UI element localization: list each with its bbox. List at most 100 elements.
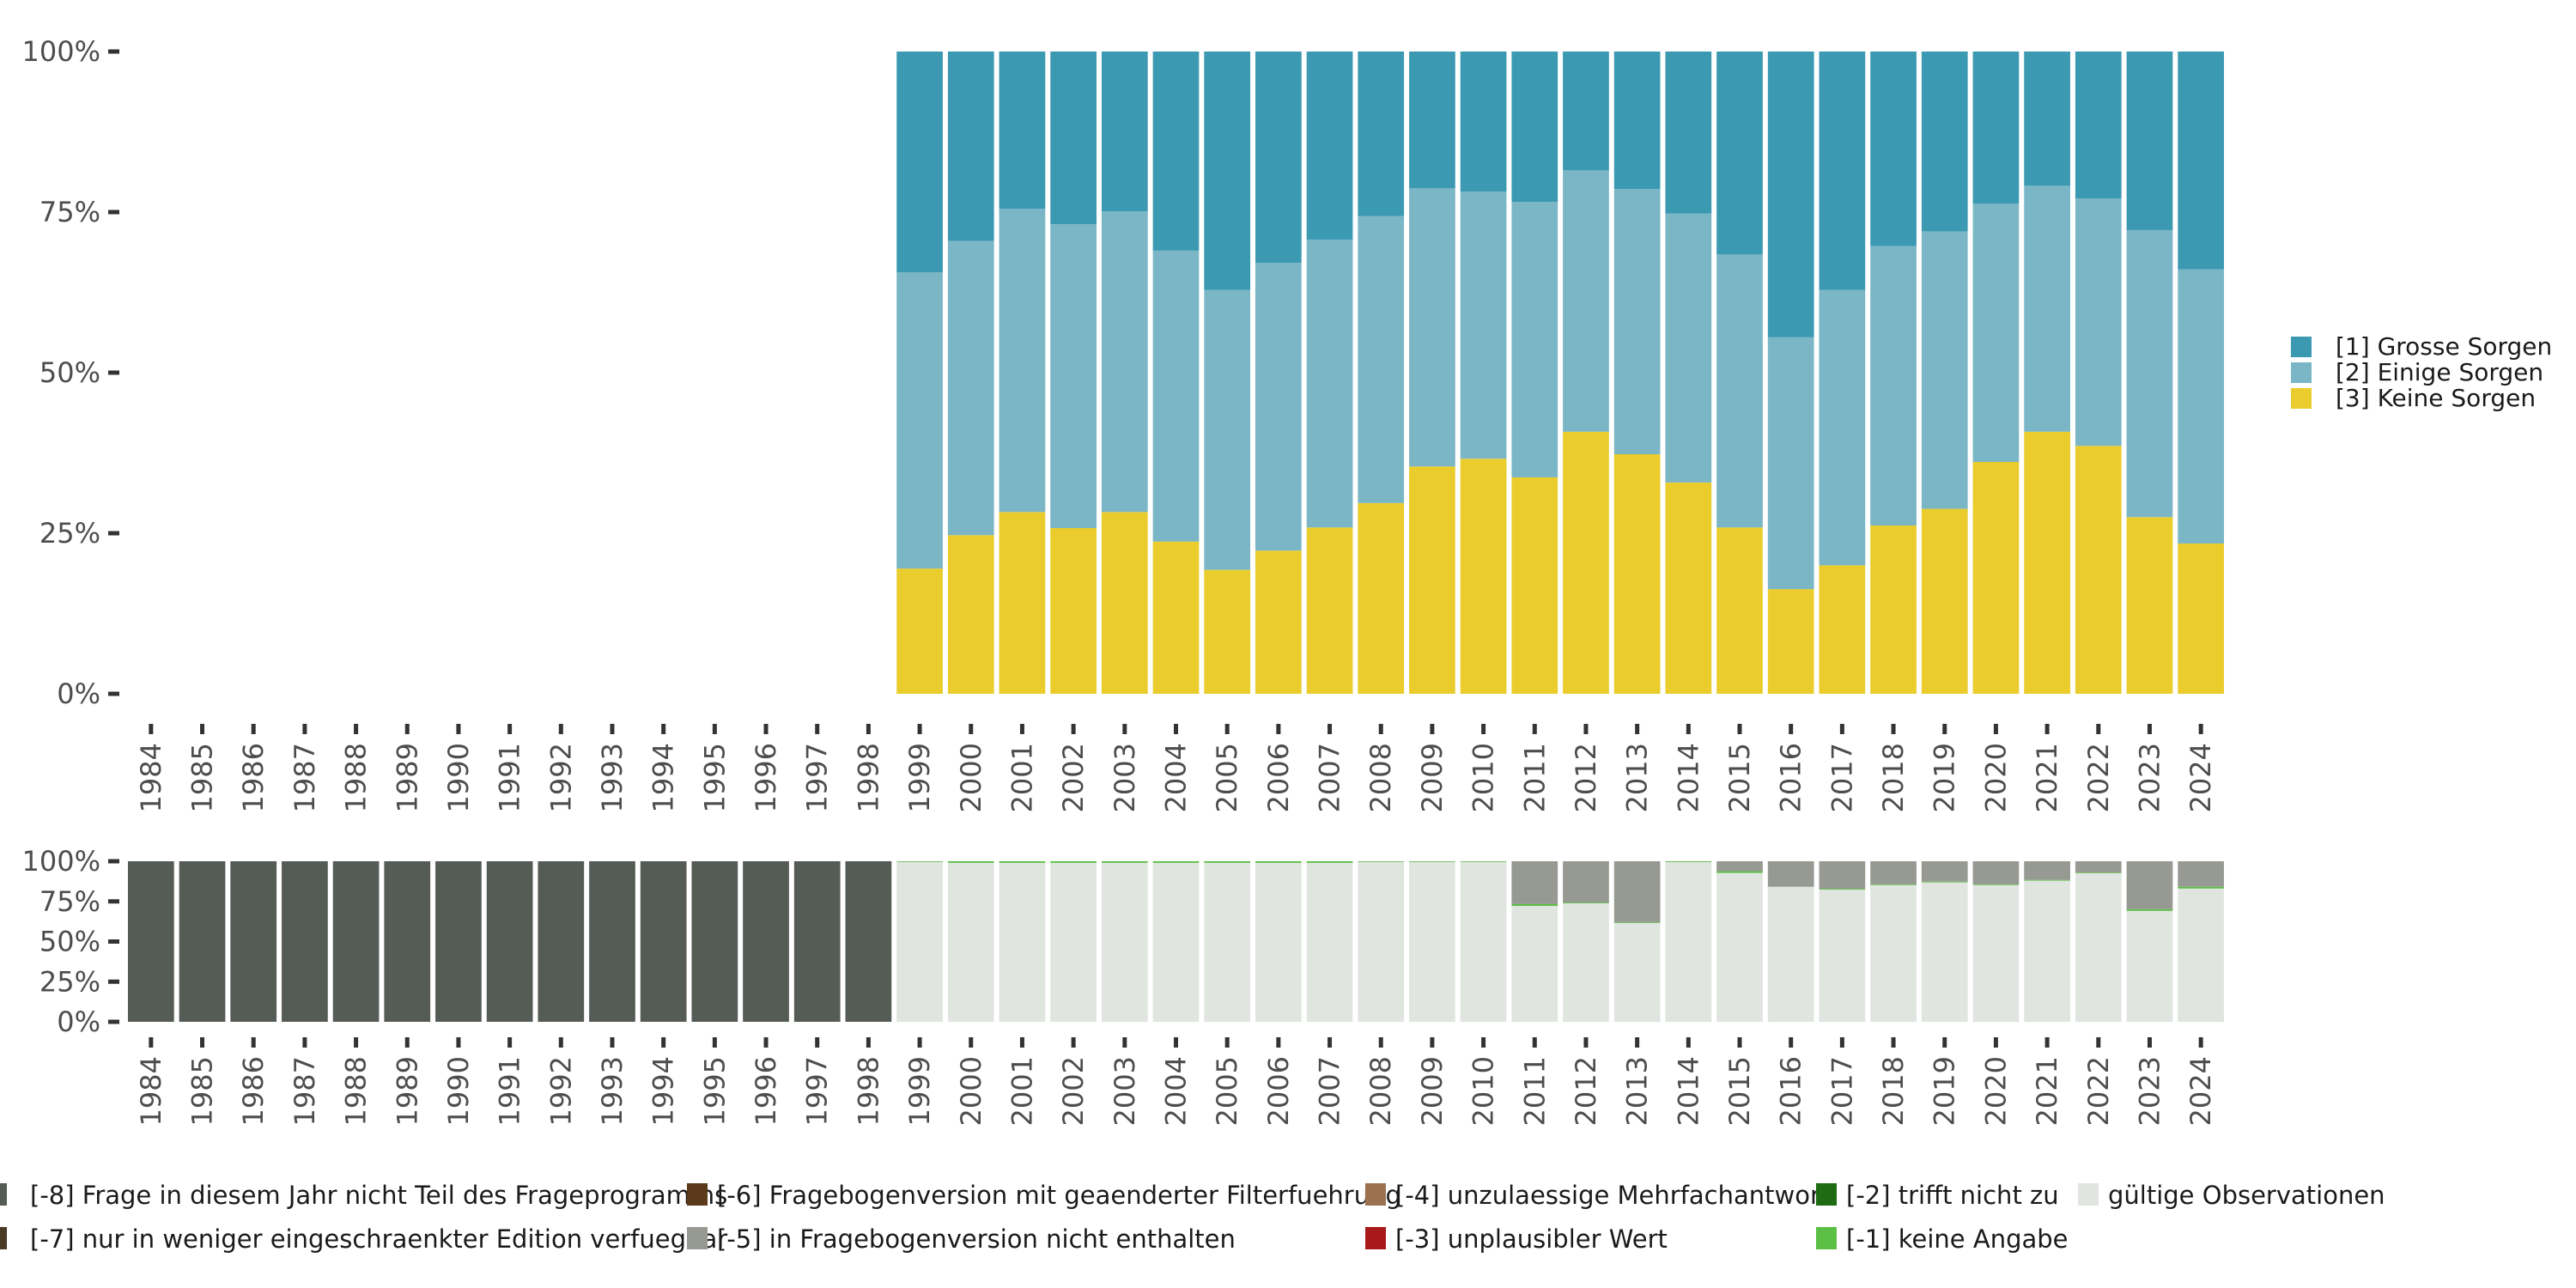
x-tick-label: 2020 — [1979, 1056, 2012, 1126]
x-tick-label: 2016 — [1775, 743, 1807, 812]
legend-label: [-1] keine Angabe — [1846, 1224, 2069, 1254]
x-tick-label: 1984 — [135, 743, 167, 812]
x-tick-label: 2005 — [1211, 743, 1243, 812]
bar-segment-1997-s3 — [793, 861, 841, 1022]
bar-segment-2006-s1 — [1255, 861, 1302, 863]
bar-segment-2015-s2 — [1716, 52, 1763, 255]
bar-segment-2008-s1 — [1358, 216, 1405, 503]
bar-segment-2023-s0 — [2126, 910, 2173, 1022]
bar-segment-2001-s2 — [999, 52, 1046, 210]
bar-segment-1985-s3 — [179, 861, 226, 1022]
legend-swatch — [2291, 388, 2312, 409]
bar-segment-2021-s0 — [2024, 880, 2070, 1022]
bar-segment-2006-s2 — [1255, 52, 1302, 264]
x-tick-label: 2000 — [955, 1056, 987, 1126]
bar-segment-2010-s0 — [1460, 459, 1507, 694]
x-tick-label: 2007 — [1314, 1056, 1346, 1126]
bar-segment-1999-s0 — [896, 861, 943, 1022]
x-tick-label: 2018 — [1877, 1056, 1910, 1126]
legend-label: [2] Einige Sorgen — [2336, 358, 2543, 386]
bar-segment-2002-s1 — [1050, 224, 1097, 529]
bar-segment-2004-s2 — [1152, 52, 1200, 251]
bottom-legend: [-8] Frage in diesem Jahr nicht Teil des… — [0, 1181, 2385, 1254]
bar-segment-2016-s0 — [1767, 886, 1814, 1022]
bar-segment-2009-s1 — [1409, 861, 1455, 862]
x-tick-label: 1994 — [647, 1056, 680, 1126]
bar-segment-2003-s0 — [1101, 512, 1148, 694]
bar-segment-1995-s3 — [691, 861, 738, 1022]
bar-segment-2020-s0 — [1972, 461, 2020, 694]
bar-segment-2012-s2 — [1563, 52, 1609, 171]
x-tick-label: 2007 — [1314, 743, 1346, 812]
x-tick-label: 1988 — [340, 743, 373, 812]
bar-segment-2002-s2 — [1050, 52, 1097, 225]
x-tick-label: 2013 — [1621, 743, 1654, 812]
bar-segment-2000-s0 — [947, 862, 994, 1022]
bar-segment-1986-s3 — [230, 861, 277, 1022]
bar-segment-2007-s0 — [1306, 527, 1353, 694]
bar-segment-2011-s1 — [1511, 903, 1558, 906]
bottom-x-axis: 1984 1985 1986 1987 1988 1989 1990 1991 1992 1993… — [135, 1037, 2217, 1126]
bar-segment-2014-s1 — [1665, 213, 1712, 483]
bar-segment-2004-s1 — [1152, 861, 1200, 863]
bar-segment-1996-s3 — [743, 861, 789, 1022]
bar-segment-2020-s1 — [1972, 884, 2020, 885]
bar-segment-2011-s0 — [1511, 905, 1558, 1022]
x-tick-label: 2020 — [1979, 743, 2012, 812]
x-tick-label: 1989 — [391, 1056, 423, 1126]
y-tick-label: 25% — [39, 965, 100, 998]
bar-segment-1999-s2 — [896, 52, 943, 273]
bar-segment-2017-s2 — [1819, 861, 1866, 889]
y-tick-label: 25% — [39, 517, 100, 550]
bar-segment-2017-s1 — [1819, 289, 1866, 566]
x-tick-label: 1995 — [698, 743, 731, 812]
bar-segment-2011-s0 — [1511, 477, 1558, 694]
legend-swatch — [2078, 1183, 2099, 1206]
bar-segment-2001-s0 — [999, 862, 1046, 1022]
bar-segment-1993-s3 — [589, 861, 635, 1022]
bar-segment-1994-s3 — [640, 861, 687, 1022]
x-tick-label: 1999 — [903, 743, 936, 812]
bar-segment-2023-s1 — [2126, 908, 2173, 911]
bottom-bars — [127, 861, 2225, 1022]
bar-segment-2012-s1 — [1563, 902, 1609, 903]
bar-segment-2017-s2 — [1819, 52, 1866, 290]
bar-segment-1988-s3 — [332, 861, 380, 1022]
x-tick-label: 1989 — [391, 743, 423, 812]
bar-segment-2008-s0 — [1358, 861, 1405, 1022]
legend-swatch — [0, 1183, 7, 1206]
x-tick-label: 2023 — [2133, 743, 2166, 812]
y-tick-label: 0% — [57, 1005, 100, 1038]
x-tick-label: 2010 — [1467, 743, 1500, 812]
bar-segment-2021-s2 — [2024, 52, 2070, 186]
x-tick-label: 2003 — [1109, 1056, 1141, 1126]
bar-segment-2009-s2 — [1409, 52, 1455, 189]
x-tick-label: 1997 — [801, 1056, 834, 1126]
bar-segment-2013-s0 — [1613, 453, 1661, 694]
bar-segment-2022-s1 — [2075, 872, 2122, 873]
legend-label: [-3] unplausibler Wert — [1395, 1224, 1668, 1254]
legend-swatch — [1365, 1227, 1386, 1249]
bar-segment-2016-s0 — [1767, 589, 1814, 694]
bar-segment-1989-s3 — [384, 861, 431, 1022]
bar-segment-2016-s2 — [1767, 861, 1814, 887]
y-tick-label: 100% — [22, 845, 100, 878]
bar-segment-2004-s0 — [1152, 541, 1200, 694]
bottom-y-axis: 0% 25% 50% 75% 100% — [22, 845, 119, 1038]
x-tick-label: 2013 — [1621, 1056, 1654, 1126]
top-panel: 0% 25% 50% 75% 100% 1984 1985 1986 1987 1988 1989… — [22, 35, 2225, 812]
bar-segment-2007-s0 — [1306, 862, 1353, 1022]
bar-segment-2014-s0 — [1665, 861, 1712, 1022]
x-tick-label: 1985 — [186, 1056, 219, 1126]
bar-segment-2000-s2 — [947, 52, 994, 241]
bar-segment-2018-s0 — [1870, 526, 1917, 694]
bar-segment-2012-s2 — [1563, 861, 1609, 903]
bar-segment-2015-s1 — [1716, 871, 1763, 873]
x-tick-label: 1996 — [750, 743, 782, 812]
bar-segment-2003-s1 — [1101, 211, 1148, 513]
x-tick-label: 2006 — [1262, 1056, 1295, 1126]
bar-segment-2005-s0 — [1204, 569, 1251, 694]
top-y-axis: 0% 25% 50% 75% 100% — [22, 35, 119, 710]
bar-segment-2006-s1 — [1255, 263, 1302, 551]
bar-segment-2001-s1 — [999, 209, 1046, 513]
